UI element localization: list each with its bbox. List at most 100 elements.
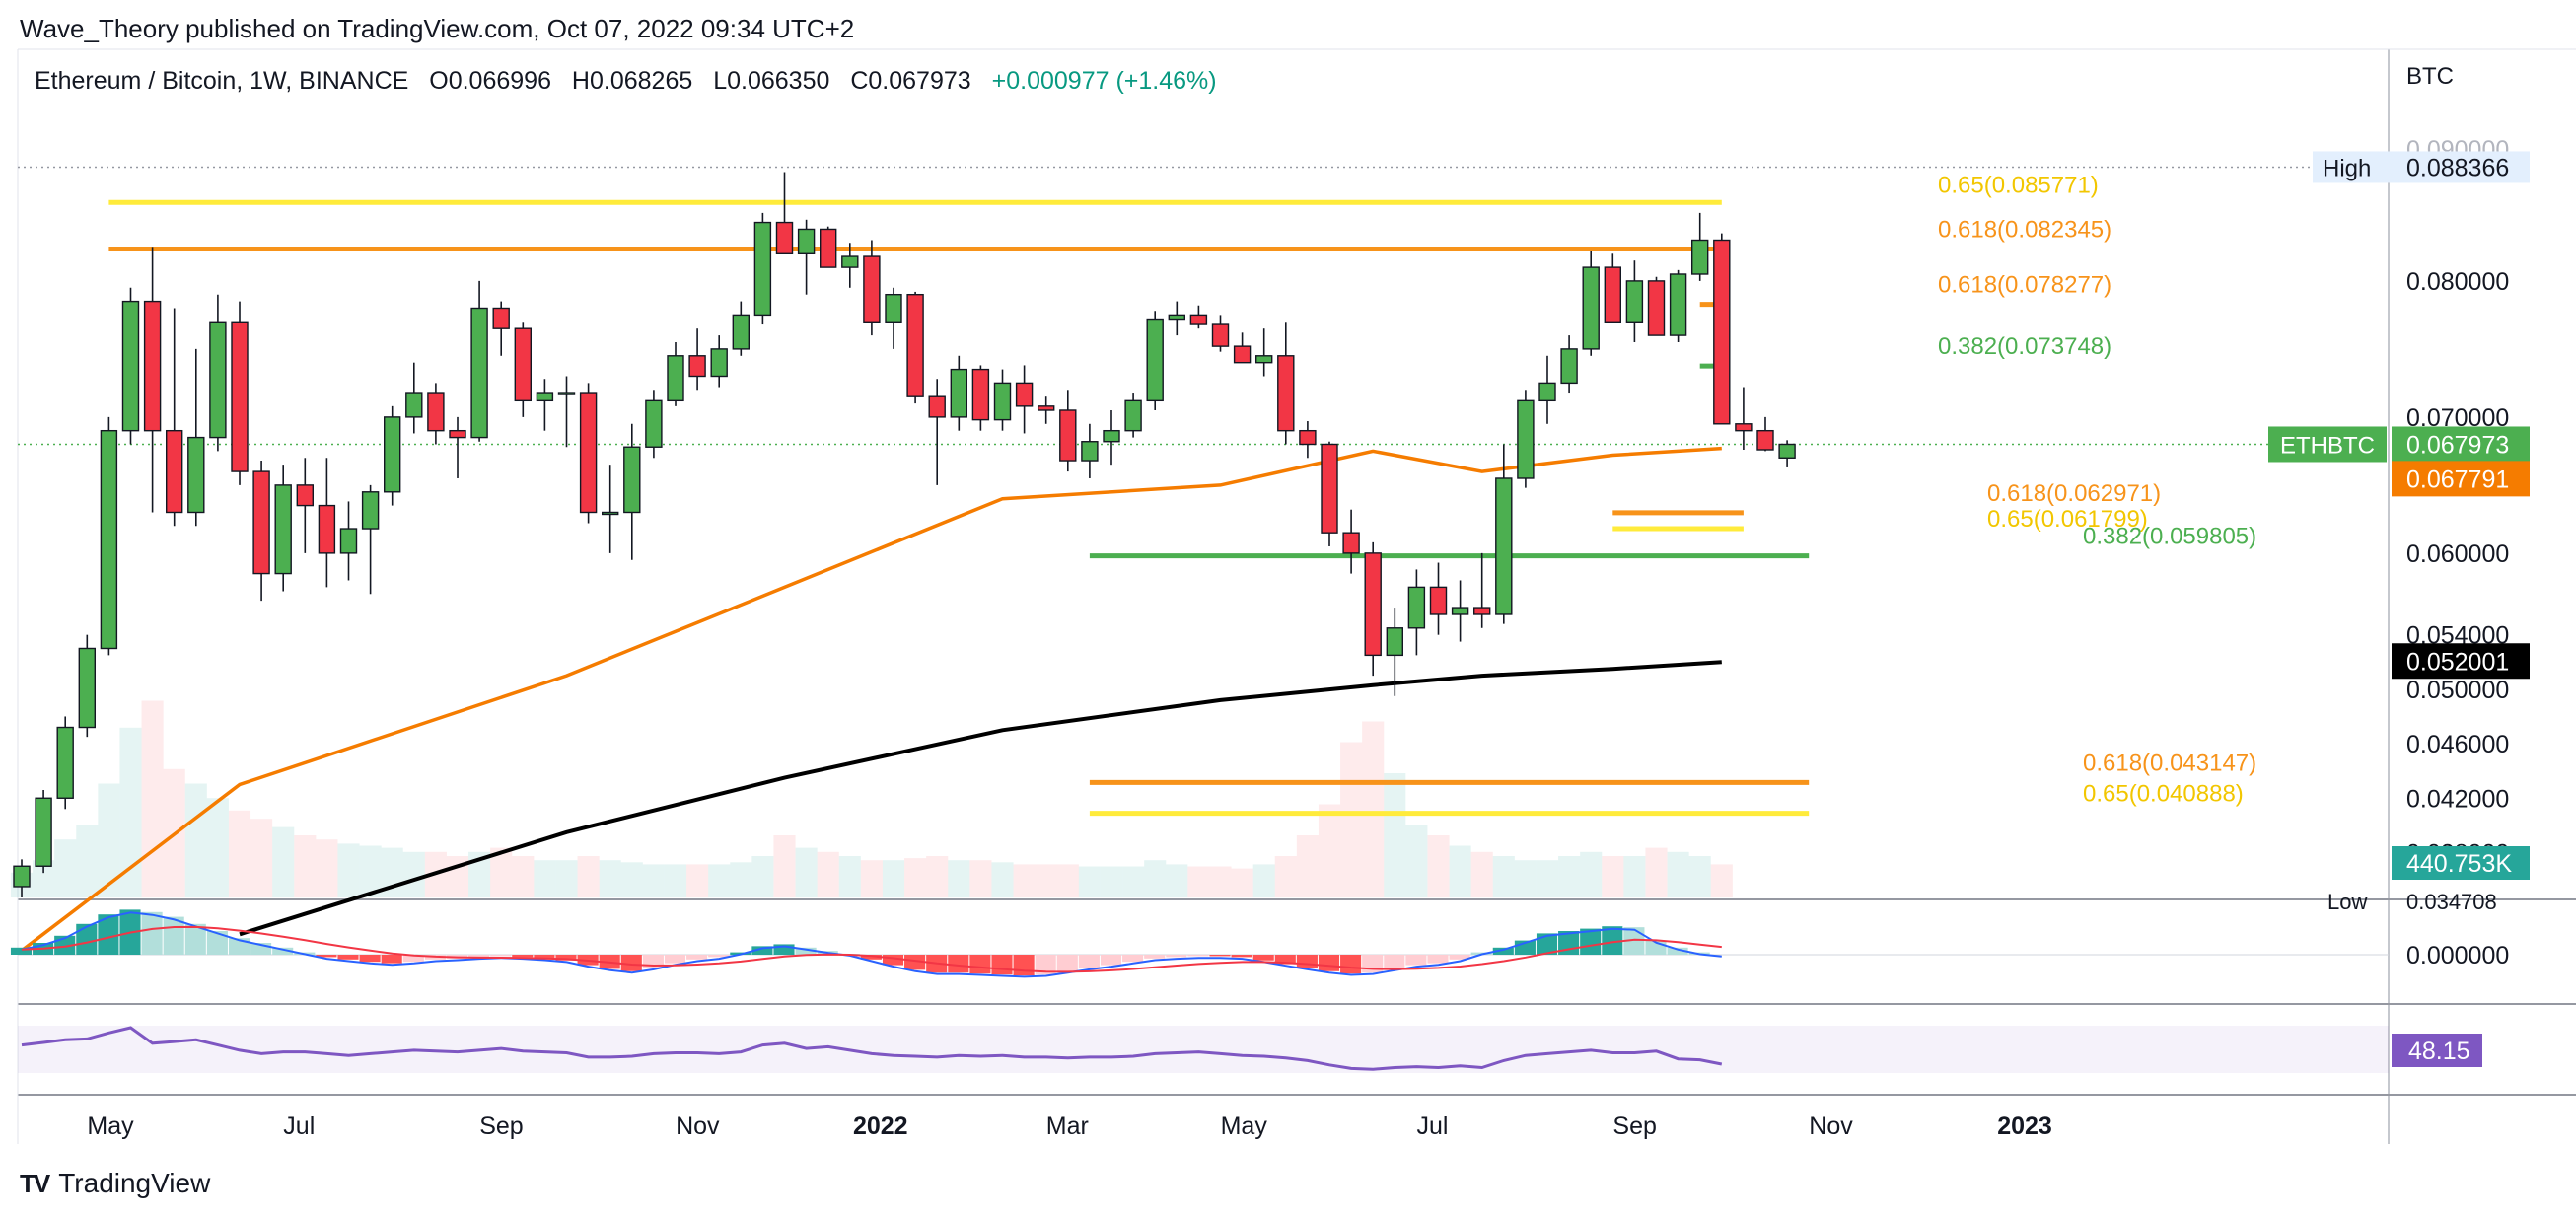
fib-level-label: 0.65(0.085771) [1938, 172, 2099, 198]
macd-histogram-bar [860, 955, 882, 960]
volume-bar [98, 783, 120, 897]
volume-bar [860, 860, 883, 897]
candle-up [1669, 273, 1687, 336]
macd-histogram-bar [1252, 955, 1274, 961]
candle-down [1299, 429, 1317, 446]
macd-histogram-bar [1536, 933, 1558, 955]
fib-level-label: 0.382(0.073748) [1938, 333, 2111, 360]
legend-change: +0.000977 (+1.46%) [991, 67, 1217, 95]
volume-bar [250, 819, 273, 897]
macd-histogram-bar [620, 955, 642, 971]
candle-up [536, 392, 554, 402]
fib-level-label: 0.618(0.062971) [1987, 480, 2161, 507]
price-tick-label: 0.050000 [2406, 677, 2509, 704]
volume-bar [1274, 856, 1297, 897]
volume-bar [1470, 851, 1493, 897]
volume-bar [1602, 856, 1624, 897]
volume-bar [904, 858, 927, 897]
volume-bar [316, 839, 338, 897]
volume-bar [1078, 866, 1101, 897]
volume-bar [272, 826, 295, 897]
time-axis-label: May [87, 1112, 134, 1140]
candle-down [514, 327, 532, 402]
candle-down [928, 395, 946, 418]
time-axis-label: Nov [1809, 1112, 1853, 1140]
macd-histogram-bar [1122, 955, 1144, 963]
candle-up [710, 348, 728, 378]
candle-up [1582, 266, 1600, 350]
volume-bar [206, 798, 229, 897]
candle-up [1168, 314, 1186, 321]
macd-histogram-bar [1384, 955, 1405, 969]
candle-down [318, 504, 336, 554]
symbol-tag-box [2268, 426, 2387, 463]
fib-level-label: 0.382(0.059805) [2083, 524, 2256, 550]
candle-down [1472, 607, 1491, 615]
volume-bar [76, 825, 99, 897]
brand-name: TradingView [58, 1168, 211, 1198]
candle-up [13, 865, 31, 888]
macd-histogram-bar [1362, 955, 1384, 973]
symbol-legend: Ethereum / Bitcoin, 1W, BINANCE O0.06699… [35, 67, 1231, 96]
candle-down [863, 255, 881, 323]
volume-bar [991, 862, 1014, 897]
high-label-box [2313, 151, 2392, 183]
candle-up [623, 446, 641, 514]
candle-down [1059, 409, 1077, 462]
volume-bar [402, 851, 425, 897]
last-price-value: 0.067973 [2406, 431, 2509, 459]
candle-up [1451, 607, 1469, 615]
low-value: 0.034708 [2406, 890, 2497, 914]
candle-up [405, 392, 423, 418]
volume-bar [838, 856, 861, 897]
candle-up [1538, 382, 1556, 402]
volume-bar [817, 851, 839, 897]
volume-value-box [2392, 846, 2530, 880]
tradingview-footer[interactable]: TV TradingView [20, 1168, 210, 1199]
candle-down [427, 392, 445, 432]
candle-down [1342, 532, 1360, 554]
macd-histogram-bar [1602, 926, 1623, 955]
macd-histogram-bar [1209, 955, 1231, 957]
candle-down [1233, 345, 1252, 364]
macd-histogram-bar [490, 955, 512, 957]
ema-orange-line [20, 446, 1722, 953]
candle-down [1321, 443, 1338, 534]
macd-histogram-bar [337, 955, 359, 960]
macd-histogram-bar [316, 955, 337, 958]
candle-up [1495, 477, 1513, 615]
candle-up [1386, 627, 1404, 657]
macd-histogram-bar [1166, 955, 1187, 958]
symbol-name[interactable]: Ethereum / Bitcoin, 1W, BINANCE [35, 67, 409, 95]
macd-histogram-bar [991, 955, 1013, 975]
macd-histogram-bar [1405, 955, 1427, 966]
candle-up [602, 511, 619, 516]
tradingview-logo-icon: TV [20, 1168, 50, 1198]
candle-down [1713, 239, 1731, 425]
candle-up [361, 491, 380, 530]
macd-histogram-bar [904, 955, 926, 970]
macd-histogram-bar [402, 955, 424, 963]
candle-up [950, 368, 967, 418]
volume-bar [795, 847, 818, 897]
candle-down [296, 484, 314, 507]
volume-bar [642, 864, 665, 897]
macd-histogram-bar [969, 955, 991, 974]
candle-up [732, 314, 750, 350]
volume-bar [1100, 866, 1123, 897]
volume-bar [490, 847, 513, 897]
volume-bar [512, 856, 535, 897]
macd-signal-line [21, 925, 1722, 973]
volume-bar [54, 839, 77, 897]
price-unit[interactable]: BTC [2406, 63, 2454, 90]
candle-up [993, 382, 1012, 421]
volume-bar [1449, 845, 1471, 897]
macd-histogram-bar [882, 955, 904, 966]
fib-level-label: 0.618(0.082345) [1938, 217, 2111, 244]
candle-down [492, 307, 510, 329]
candle-down [1756, 429, 1774, 451]
rsi-band [18, 1026, 2389, 1073]
candle-down [820, 228, 837, 268]
macd-histogram-bar [773, 944, 795, 955]
